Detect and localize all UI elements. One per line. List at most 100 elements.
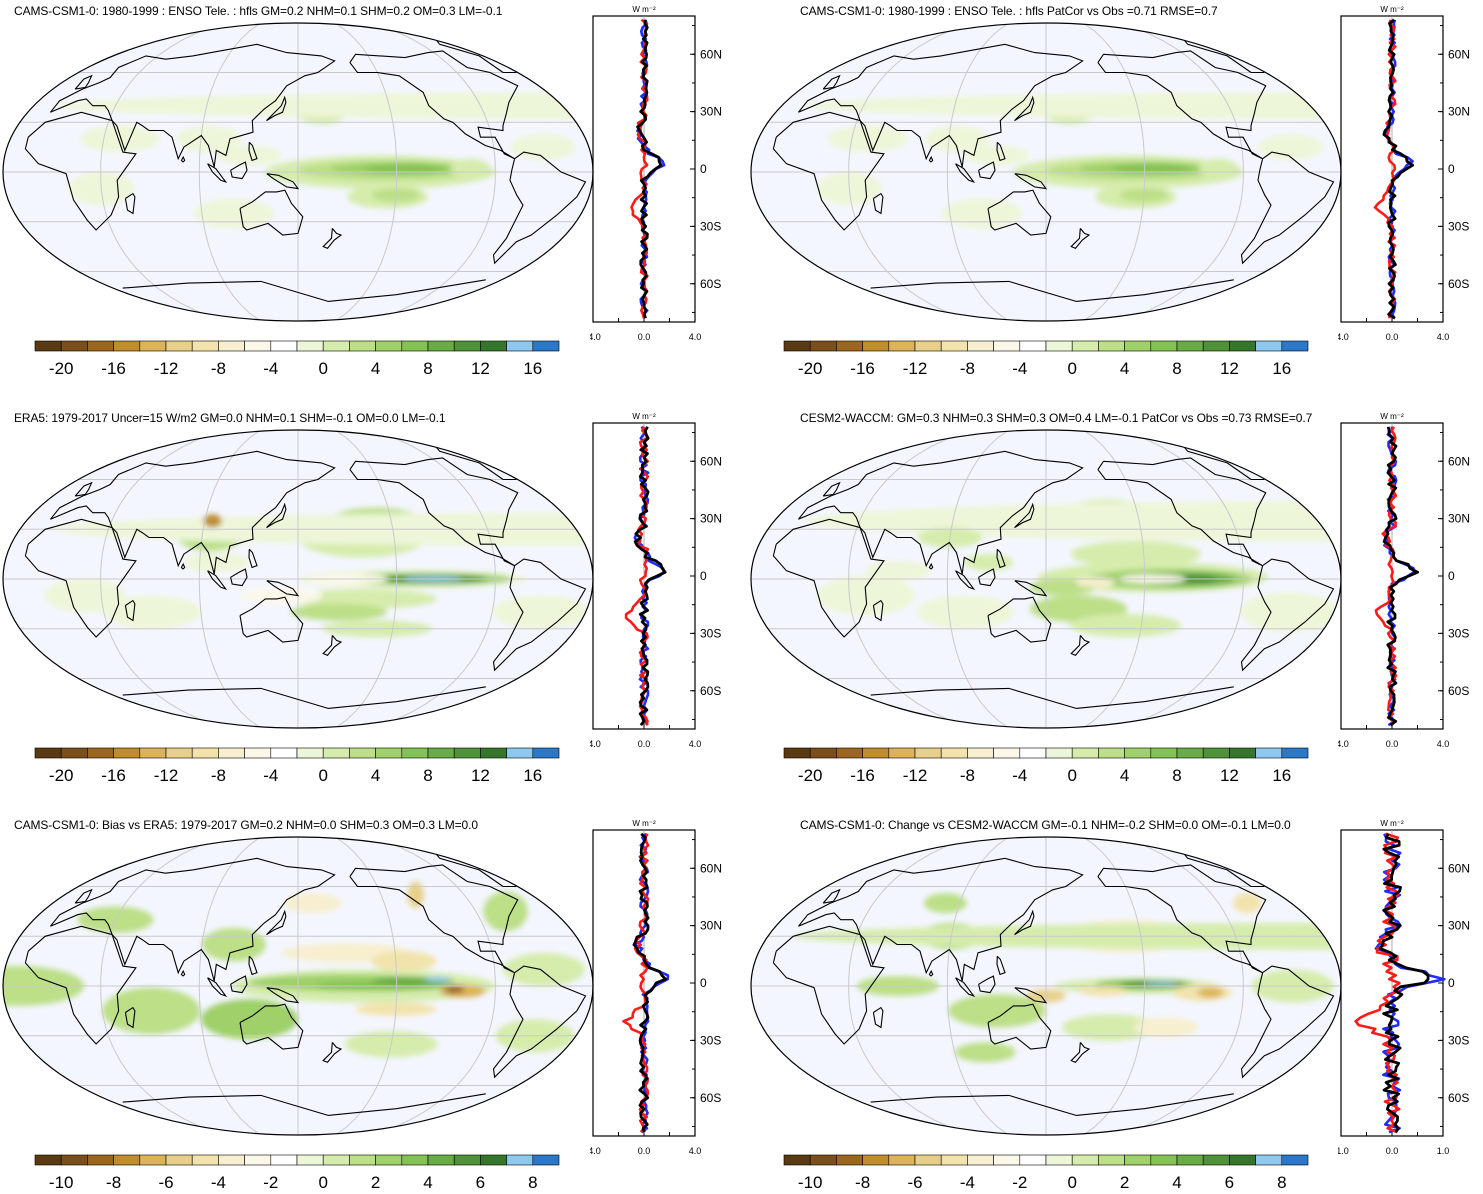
coastline-philippines [996,141,1006,162]
colorbar-box [532,1154,560,1166]
colorbar-box [453,340,481,352]
colorbar-label: 16 [1272,359,1291,378]
field-blob [240,587,323,604]
colorbar-box [1019,340,1047,352]
colorbar-box [914,747,942,759]
colorbar-label: 8 [423,359,432,378]
colorbar-box [967,747,994,759]
coastline-srilanka [928,155,934,163]
zonal-unit: W m⁻² [1380,819,1404,828]
coastline-africa [24,518,137,638]
coastline-uk [74,481,93,497]
colorbar-box [967,1154,994,1166]
colorbar-box [60,1154,88,1166]
coastline-madagascar [124,599,136,622]
colorbar-box [1202,340,1230,352]
colorbar-box [427,340,455,352]
zonal-xtick-label: 4.0 [689,739,702,749]
coastline-eurasia [797,43,1084,168]
colorbar-box [139,747,167,759]
colorbar-box [349,747,376,759]
coastline-japan [1014,909,1035,936]
colorbar-box [914,340,942,352]
coastline-australia [239,1003,304,1050]
colorbar-box [506,1154,534,1166]
field-blob [289,588,438,609]
zonal-ytick-label: 30N [1448,512,1470,526]
colorbar-label: -20 [798,766,823,785]
longitude-line [946,23,1010,321]
colorbar-box [836,340,863,352]
map-coastlines [772,442,1335,709]
colorbar-label: -8 [106,1173,121,1192]
colorbar-box [1045,747,1073,759]
coastline-uk [74,888,93,904]
colorbar-label: 12 [471,359,490,378]
coastline-sumatra [207,570,228,590]
field-blob [1069,613,1182,638]
colorbar-label: 0 [318,1173,327,1192]
colorbar-box [60,747,88,759]
colorbar-box [783,747,811,759]
colorbar-box [34,340,62,352]
zonal-ytick-label: 30N [700,919,722,933]
zonal-ytick-label: 30N [700,512,722,526]
zonal-series-black [1378,833,1430,1133]
colorbar-label: -4 [263,359,278,378]
colorbar-label: 8 [528,1173,537,1192]
colorbar-box [165,340,193,352]
colorbar: -10-8-6-4-20246810 [34,1154,560,1192]
field-blob [193,198,274,229]
colorbar-box [940,340,968,352]
colorbar-label: 12 [1220,359,1239,378]
colorbar-box [113,1154,141,1166]
zonal-mean-plot: W m⁻² 60N 30N 0 30S 60S -4.0 0.0 4.0 [590,412,722,749]
colorbar-box [506,747,534,759]
colorbar-label: -10 [798,1173,823,1192]
zonal-ytick-label: 60S [1448,277,1469,291]
colorbar-label: 0 [1067,766,1076,785]
zonal-series-black [633,426,667,727]
longitude-line [371,23,496,321]
coastline-sumatra [207,163,228,183]
zonal-xtick-label: 0.0 [638,332,651,342]
colorbar-box [480,340,507,352]
longitude-line [946,430,1010,728]
colorbar-box [218,340,245,352]
panel-title: CAMS-CSM1-0: 1980-1999 : ENSO Tele. : hf… [14,4,503,18]
colorbar-label: 8 [423,766,432,785]
field-blob [201,927,266,962]
colorbar-box [862,747,890,759]
zonal-ytick-label: 60N [1448,454,1470,468]
colorbar-label: -20 [798,359,823,378]
field-blob [509,133,576,161]
colorbar-box [1255,1154,1283,1166]
coastline-eurasia [797,450,1084,575]
coastline-srilanka [928,969,934,977]
colorbar-box [836,1154,863,1166]
colorbar-label: -12 [154,766,179,785]
colorbar-label: -8 [960,766,975,785]
zonal-xtick-label: -4.0 [590,739,601,749]
coastline-samerica [1240,558,1335,672]
colorbar-box [480,1154,507,1166]
field-blob [483,891,528,932]
field-blob [1070,540,1201,568]
colorbar-box [1229,340,1256,352]
colorbar-box [1176,747,1204,759]
field-blob [371,951,437,972]
colorbar-box [783,1154,811,1166]
zonal-xtick-label: 0.0 [1386,332,1399,342]
field-blob [1062,1014,1159,1041]
coastline-sumatra [955,163,976,183]
longitude-line [198,23,262,321]
longitude-line [100,430,225,728]
coastline-newguinea [1014,987,1048,1004]
colorbar-box [888,1154,916,1166]
colorbar-label: 16 [523,766,542,785]
zonal-mean-plot: W m⁻² 60N 30N 0 30S 60S -4.0 0.0 4.0 [590,5,722,342]
field-blob [424,976,451,982]
colorbar-box [480,747,507,759]
zonal-ytick-label: 30N [1448,105,1470,119]
colorbar-box [1045,340,1073,352]
